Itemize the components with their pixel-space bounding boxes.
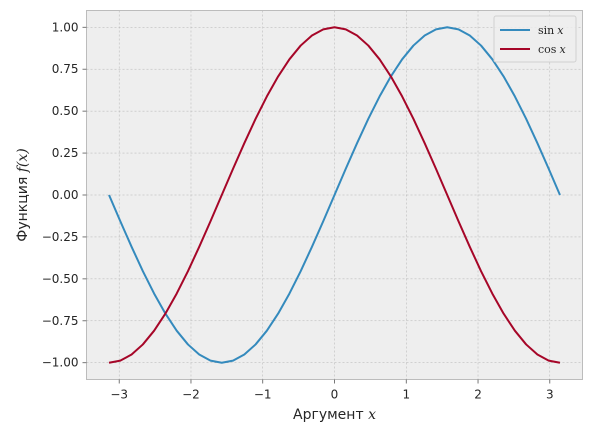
y-tick-label: −0.25 [42,230,79,244]
x-axis-title-text: Аргумент [293,407,368,423]
x-axis-title: Аргумент x [293,407,376,423]
x-tick-label: −2 [182,388,200,402]
x-tick-label: 1 [402,388,410,402]
legend: sin x cos x [493,15,577,63]
y-tick-label: −0.50 [42,272,79,286]
legend-label-cos: cos x [538,43,566,56]
y-tick-label: 0.75 [52,62,79,76]
series-line-sin [108,26,561,364]
y-tick-label: 0.25 [52,146,79,160]
y-tick-label: −1.00 [42,356,79,370]
x-tick-label: 2 [474,388,482,402]
y-tick-label: 1.00 [52,20,79,34]
y-tick-label: −0.75 [42,314,79,328]
x-tick-label: −3 [110,388,128,402]
x-tick-label: 3 [546,388,554,402]
series-line-cos [108,26,561,364]
legend-box [493,15,577,63]
x-tick-label: −1 [254,388,272,402]
y-tick-label: 0.00 [52,188,79,202]
y-axis-title: Функция f(x) [15,148,31,241]
y-axis-title-text: Функция [15,172,31,241]
x-tick-label: 0 [331,388,339,402]
x-axis-ticks: −3 −2 −1 0 1 2 3 [110,379,554,402]
y-axis-title-math: f(x) [15,148,31,173]
y-axis-ticks: −1.00 −0.75 −0.50 −0.25 0.00 0.25 0.50 0.75 1.00 [42,20,87,370]
x-axis-title-math: x [368,407,376,423]
series-lines [108,26,561,364]
legend-label-sin: sin x [538,24,564,37]
y-tick-label: 0.50 [52,104,79,118]
